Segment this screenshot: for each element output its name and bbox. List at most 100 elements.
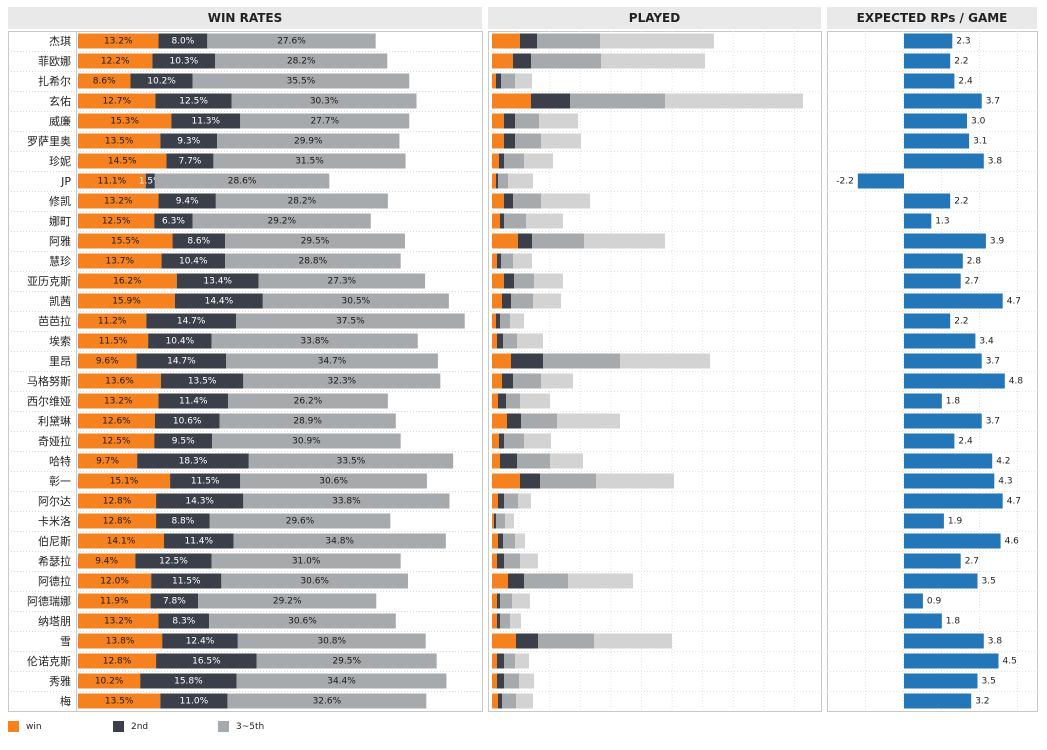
win-rate-bar-3~5th	[231, 93, 417, 109]
played-bar-2nd	[508, 573, 524, 589]
played-bar-3~5th	[513, 373, 541, 389]
expected-data-label: 3.7	[986, 357, 1000, 367]
expected-bar	[904, 433, 955, 449]
win-rate-data-label: 30.3%	[310, 97, 339, 107]
played-bar-2nd	[498, 393, 506, 409]
expected-bar	[904, 453, 993, 469]
expected-bar	[904, 213, 932, 229]
played-bar-win	[492, 233, 518, 249]
category-label: 西尔维娅	[27, 394, 71, 408]
win-rate-data-label: 11.5%	[172, 577, 201, 587]
win-rate-data-label: 14.1%	[107, 537, 136, 547]
win-rate-data-label: 31.0%	[292, 557, 321, 567]
win-rate-bar-win	[78, 673, 141, 689]
win-rate-data-label: 14.7%	[167, 357, 196, 367]
played-bar-3~5th	[538, 633, 594, 649]
win-rate-bar-3~5th	[213, 153, 406, 169]
win-rate-bar-win	[78, 33, 159, 49]
played-bar-win	[492, 93, 531, 109]
win-rate-data-label: 6.3%	[162, 217, 185, 227]
played-bar-2nd	[507, 413, 521, 429]
expected-bar	[904, 493, 1003, 509]
played-bar-win	[492, 413, 507, 429]
expected-data-label: 4.3	[998, 477, 1012, 487]
expected-bar	[904, 233, 986, 249]
played-bar-rest	[600, 33, 714, 49]
expected-data-label: 2.4	[958, 437, 973, 447]
category-label: 希瑟拉	[38, 554, 71, 568]
category-label: 奇娅拉	[38, 434, 71, 448]
win-rate-data-label: 12.5%	[179, 97, 208, 107]
expected-bar	[904, 373, 1005, 389]
win-rate-bar-win	[78, 553, 136, 569]
win-rate-data-label: 26.2%	[294, 397, 323, 407]
played-bar-3~5th	[501, 73, 515, 89]
played-bar-rest	[665, 93, 803, 109]
win-rate-bar-win	[78, 473, 171, 489]
win-rate-bar-3~5th	[212, 433, 401, 449]
expected-bar	[904, 693, 972, 709]
expected-bar	[904, 393, 942, 409]
expected-data-label: 2.8	[967, 257, 982, 267]
win-rate-bar-2nd	[137, 453, 249, 469]
played-bar-3~5th	[515, 113, 539, 129]
played-bar-rest	[594, 633, 672, 649]
win-rate-bar-3~5th	[209, 613, 396, 629]
played-bar-win	[492, 553, 497, 569]
win-rate-bar-win	[78, 433, 155, 449]
played-bar-rest	[534, 273, 563, 289]
expected-bar	[904, 553, 961, 569]
expected-bar	[904, 313, 951, 329]
expected-data-label: 4.7	[1007, 297, 1021, 307]
category-label: 伦诺克斯	[27, 654, 71, 668]
category-label: 伯尼斯	[38, 534, 71, 548]
win-rate-bar-3~5th	[233, 533, 446, 549]
expected-bar	[904, 653, 999, 669]
expected-data-label: 2.2	[954, 317, 968, 327]
win-rate-bar-win	[78, 153, 167, 169]
played-bar-win	[492, 353, 511, 369]
win-rate-data-label: 12.7%	[102, 97, 131, 107]
played-bar-3~5th	[517, 453, 550, 469]
category-label: 马格努斯	[27, 374, 71, 388]
win-rate-bar-2nd	[150, 593, 199, 609]
win-rate-data-label: 30.9%	[292, 437, 321, 447]
win-rate-data-label: 11.5%	[191, 477, 220, 487]
expected-bar	[904, 613, 942, 629]
legend-label-2nd: 2nd	[131, 721, 149, 732]
played-bar-2nd	[498, 493, 504, 509]
win-rate-data-label: 16.5%	[192, 657, 221, 667]
played-bar-3~5th	[504, 493, 518, 509]
win-rate-bar-3~5th	[225, 253, 401, 269]
win-rate-data-label: 13.7%	[105, 257, 134, 267]
played-bar-win	[492, 533, 498, 549]
win-rate-bar-3~5th	[240, 473, 427, 489]
win-rate-data-label: 9.4%	[176, 197, 199, 207]
category-label: 玄佑	[49, 94, 71, 108]
win-rate-data-label: 14.4%	[205, 297, 234, 307]
expected-data-label: 3.0	[971, 117, 986, 127]
win-rate-bar-win	[78, 533, 165, 549]
played-bar-2nd	[500, 453, 517, 469]
win-rate-data-label: 28.6%	[228, 177, 257, 187]
win-rate-bar-3~5th	[228, 393, 388, 409]
win-rate-data-label: 10.6%	[173, 417, 202, 427]
expected-bar	[904, 513, 944, 529]
category-label: JP	[60, 175, 71, 188]
expected-bar	[904, 133, 970, 149]
win-rate-data-label: 10.3%	[170, 57, 199, 67]
played-bar-rest	[524, 153, 553, 169]
played-bar-3~5th	[543, 353, 620, 369]
win-rate-data-label: 9.6%	[96, 357, 119, 367]
played-bar-win	[492, 593, 497, 609]
win-rate-bar-3~5th	[226, 353, 438, 369]
played-bar-win	[492, 33, 520, 49]
win-rate-data-label: 9.4%	[95, 557, 118, 567]
win-rate-bar-win	[78, 413, 155, 429]
win-rate-bar-3~5th	[192, 213, 371, 229]
expected-bar	[904, 333, 976, 349]
win-rate-data-label: 15.3%	[110, 117, 139, 127]
played-bar-2nd	[496, 313, 500, 329]
win-rate-bar-win	[78, 293, 175, 309]
expected-data-label: 3.4	[979, 337, 994, 347]
